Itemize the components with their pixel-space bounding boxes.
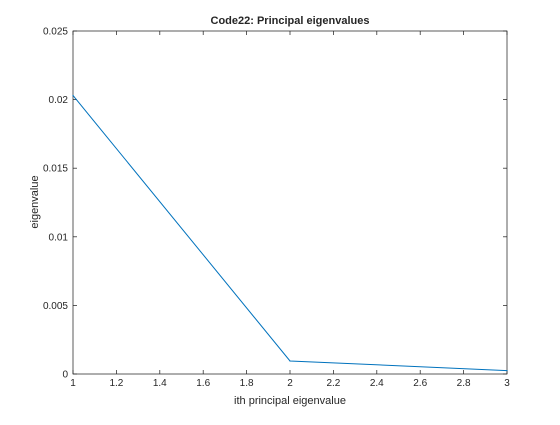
chart-title: Code22: Principal eigenvalues — [211, 15, 370, 27]
y-tick-label: 0.005 — [43, 301, 68, 312]
y-axis-label: eigenvalue — [29, 175, 41, 228]
x-tick-label: 1.4 — [153, 378, 167, 389]
ticks-layer: 1 1.2 1.4 1.6 1.8 2 2.2 2.4 2.6 2.8 3 0 0.005 0.01 0.0… — [43, 27, 510, 390]
x-tick-label: 2 — [287, 378, 293, 389]
data-point — [289, 360, 291, 362]
plot-area — [72, 30, 508, 375]
data-point — [506, 369, 508, 372]
y-tick-label: 0.02 — [49, 95, 69, 106]
x-tick-label: 3 — [504, 378, 510, 389]
x-tick-label: 1.2 — [109, 378, 123, 389]
y-tick-label: 0 — [62, 370, 68, 381]
series-layer — [72, 94, 508, 372]
x-tick-label: 2.6 — [413, 378, 427, 389]
x-tick-label: 1 — [70, 378, 76, 389]
data-point — [72, 94, 74, 97]
y-tick-label: 0.01 — [49, 232, 69, 243]
x-axis-label: ith principal eigenvalue — [234, 395, 346, 407]
x-tick-label: 2.8 — [457, 378, 471, 389]
x-tick-label: 2.2 — [326, 378, 340, 389]
x-tick-label: 1.6 — [196, 378, 210, 389]
y-tick-label: 0.025 — [43, 27, 68, 38]
x-tick-label: 2.4 — [370, 378, 384, 389]
x-tick-label: 1.8 — [240, 378, 254, 389]
y-tick-label: 0.015 — [43, 164, 68, 175]
